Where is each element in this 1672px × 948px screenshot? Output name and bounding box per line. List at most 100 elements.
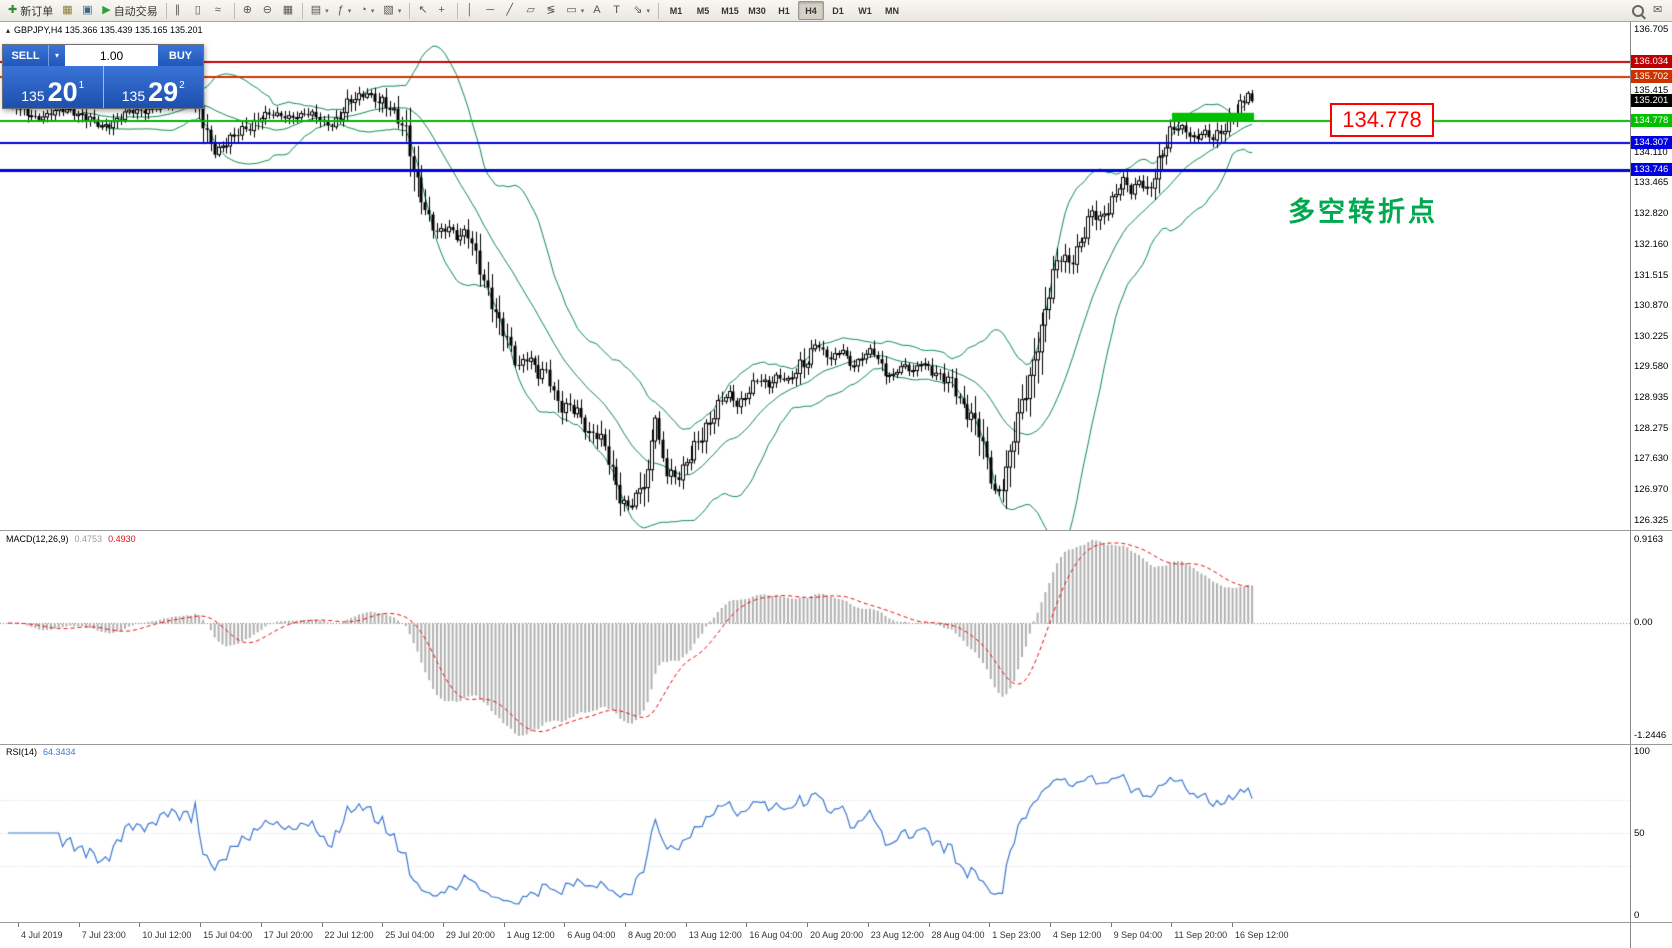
pane-separator-macd[interactable]	[0, 530, 1672, 531]
terminal-icon: ▣	[82, 4, 93, 16]
horizontal-line-button[interactable]: ─	[482, 1, 501, 20]
timeframe-m15-button[interactable]: M15	[717, 1, 743, 20]
order-type-dropdown[interactable]: ▾	[48, 45, 66, 66]
periods-button[interactable]: ◔ ▾	[356, 1, 378, 20]
timeframe-w1-button[interactable]: W1	[852, 1, 878, 20]
price-tick-label: 132.160	[1634, 238, 1669, 250]
zoom-out-button[interactable]: ⊖	[259, 1, 278, 20]
rsi-canvas[interactable]	[0, 745, 1630, 922]
time-tick	[989, 923, 991, 927]
price-tick-label: 130.225	[1634, 330, 1669, 342]
time-axis-label: 16 Sep 12:00	[1235, 930, 1289, 940]
time-tick	[442, 923, 444, 927]
toolbar-separator	[658, 2, 659, 19]
time-tick	[685, 923, 687, 927]
sell-button[interactable]: SELL	[3, 45, 48, 66]
fibonacci-button[interactable]: ≶	[542, 1, 561, 20]
text-button[interactable]: A	[589, 1, 608, 20]
time-tick	[382, 923, 384, 927]
zoom-out-icon: ⊖	[262, 4, 272, 16]
time-axis-label: 17 Jul 20:00	[263, 930, 313, 940]
new-order-button-label: 新订单	[20, 5, 54, 18]
crosshair-button[interactable]: +	[434, 1, 453, 20]
timeframe-m30-button[interactable]: M30	[744, 1, 770, 20]
time-axis-label: 7 Jul 23:00	[81, 930, 126, 940]
timeframe-m1-button[interactable]: M1	[663, 1, 689, 20]
toolbar-separator	[233, 2, 235, 19]
vertical-line-button[interactable]: │	[462, 1, 481, 20]
indicators-icon: ƒ	[337, 4, 344, 16]
market-watch-button[interactable]: ▦	[58, 1, 77, 20]
symbol-ohlc-text: GBPJPY,H4 135.366 135.439 135.165 135.20…	[14, 25, 203, 35]
price-tick-label: 126.325	[1634, 515, 1669, 526]
new-order-icon: ✚	[8, 4, 18, 16]
time-tick	[807, 923, 809, 927]
toolbar-separator	[457, 2, 459, 19]
indicators-button[interactable]: ƒ ▾	[334, 1, 356, 20]
zoom-in-icon: ⊕	[242, 4, 252, 16]
toolbar-group-zoom: ⊕ ⊖ ▦	[239, 1, 298, 20]
rsi-indicator-label: RSI(14) 64.3434	[6, 747, 76, 757]
arrow-icon: ⇘	[633, 4, 643, 16]
timeframe-h1-button[interactable]: H1	[771, 1, 797, 20]
text-icon: A	[593, 4, 601, 16]
buy-price-button[interactable]: 135 29 2	[104, 66, 204, 108]
macd-canvas[interactable]	[0, 531, 1630, 744]
timeframe-m15-button-label: M15	[721, 5, 739, 16]
time-axis[interactable]: 4 Jul 2019 7 Jul 23:00 10 Jul 12:00 15 Jul …	[0, 923, 1630, 948]
trendline-button[interactable]: ╱	[502, 1, 521, 20]
bars-chart-button[interactable]: ∥	[171, 1, 190, 20]
envelope-icon: ✉	[1653, 4, 1663, 16]
time-axis-label: 4 Sep 12:00	[1052, 930, 1102, 940]
search-button[interactable]	[1628, 1, 1648, 20]
turning-point-text[interactable]: 多空转折点	[1288, 197, 1438, 227]
timeframe-h4-button[interactable]: H4	[798, 1, 824, 20]
toolbar-group-chart-type: ∥ ▯ ≈	[171, 1, 230, 20]
candles-chart-button[interactable]: ▯	[191, 1, 210, 20]
price-tick-label: 126.970	[1634, 484, 1669, 496]
timeframe-mn-button[interactable]: MN	[879, 1, 905, 20]
tile-windows-button[interactable]: ▦	[279, 1, 298, 20]
toolbar-group-cursor: ↖ +	[414, 1, 453, 20]
zoom-in-button[interactable]: ⊕	[239, 1, 258, 20]
timeframe-m5-button-label: M5	[696, 5, 710, 16]
timeframe-m5-button[interactable]: M5	[690, 1, 716, 20]
arrange-button[interactable]: ▤ ▾	[307, 1, 333, 20]
level-price-tag: 134.307	[1631, 136, 1672, 150]
pane-separator-rsi[interactable]	[0, 744, 1672, 745]
templates-button[interactable]: ▧ ▾	[379, 1, 405, 20]
sell-price-button[interactable]: 135 20 1	[3, 66, 104, 108]
price-tick-label: 128.275	[1634, 422, 1669, 434]
time-axis-label: 15 Jul 04:00	[203, 930, 253, 940]
terminal-button[interactable]: ▣	[78, 1, 97, 20]
toolbar-group-right: ✉	[1628, 1, 1668, 20]
time-tick	[18, 923, 19, 927]
price-tick-label: 130.870	[1634, 300, 1669, 311]
autotrade-button[interactable]: ▶ 自动交易	[98, 1, 161, 20]
price-scale[interactable]: 136.705 135.415 134.110 133.465 132.820 132.1…	[1630, 22, 1672, 948]
text-label-button[interactable]: T	[609, 1, 628, 20]
price-tick-label: 136.705	[1634, 24, 1669, 35]
bars-chart-icon: ∥	[174, 4, 181, 16]
volume-input[interactable]	[65, 45, 158, 66]
collapse-arrow-icon[interactable]: ▴	[6, 25, 11, 35]
messages-button[interactable]: ✉	[1649, 1, 1668, 20]
price-annotation-box[interactable]: 134.778	[1330, 103, 1434, 137]
price-tick-label: 128.935	[1634, 391, 1669, 403]
macd-tick-label: -1.2446	[1634, 730, 1667, 741]
line-chart-button[interactable]: ≈	[211, 1, 230, 20]
search-icon	[1632, 4, 1644, 17]
timeframe-d1-button[interactable]: D1	[825, 1, 851, 20]
timeframe-w1-button-label: W1	[858, 5, 872, 16]
cursor-button[interactable]: ↖	[414, 1, 433, 20]
channel-button[interactable]: ▱	[522, 1, 541, 20]
buy-button[interactable]: BUY	[158, 45, 203, 66]
time-axis-label: 8 Aug 20:00	[628, 930, 677, 940]
shapes-button[interactable]: ▭ ▾	[562, 1, 588, 20]
time-tick	[139, 923, 141, 927]
new-order-button[interactable]: ✚ 新订单	[4, 1, 57, 20]
price-chart-canvas[interactable]	[0, 22, 1630, 530]
arrows-button[interactable]: ⇘ ▾	[629, 1, 654, 20]
trade-panel-top-row: SELL ▾ BUY	[3, 45, 203, 66]
